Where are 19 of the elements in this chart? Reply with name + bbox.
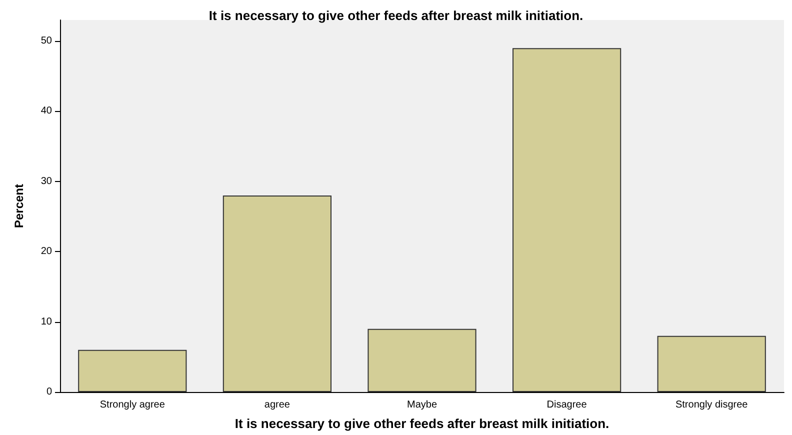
y-axis-title: Percent xyxy=(12,184,26,228)
bar xyxy=(368,328,476,392)
y-tick-label: 20 xyxy=(40,246,52,258)
y-tick-label: 0 xyxy=(46,386,52,398)
y-tick-label: 50 xyxy=(40,36,52,47)
x-tick-label: agree xyxy=(264,400,290,410)
y-tick-label: 40 xyxy=(40,106,52,117)
bar xyxy=(657,336,766,392)
x-tick-label: Disagree xyxy=(546,400,588,410)
bar xyxy=(222,195,332,392)
bar xyxy=(512,48,622,392)
bar xyxy=(78,350,187,392)
x-tick-label: Strongly disgree xyxy=(675,400,748,410)
y-tick-label: 30 xyxy=(40,176,52,187)
x-tick-label: Maybe xyxy=(406,400,438,410)
x-axis-title: It is necessary to give other feeds after breast milk initiation. xyxy=(234,416,610,431)
x-tick-label: Strongly agree xyxy=(100,400,166,410)
chart-title: It is necessary to give other feeds after breast milk initiation. xyxy=(208,8,584,23)
y-tick-label: 10 xyxy=(40,316,52,328)
